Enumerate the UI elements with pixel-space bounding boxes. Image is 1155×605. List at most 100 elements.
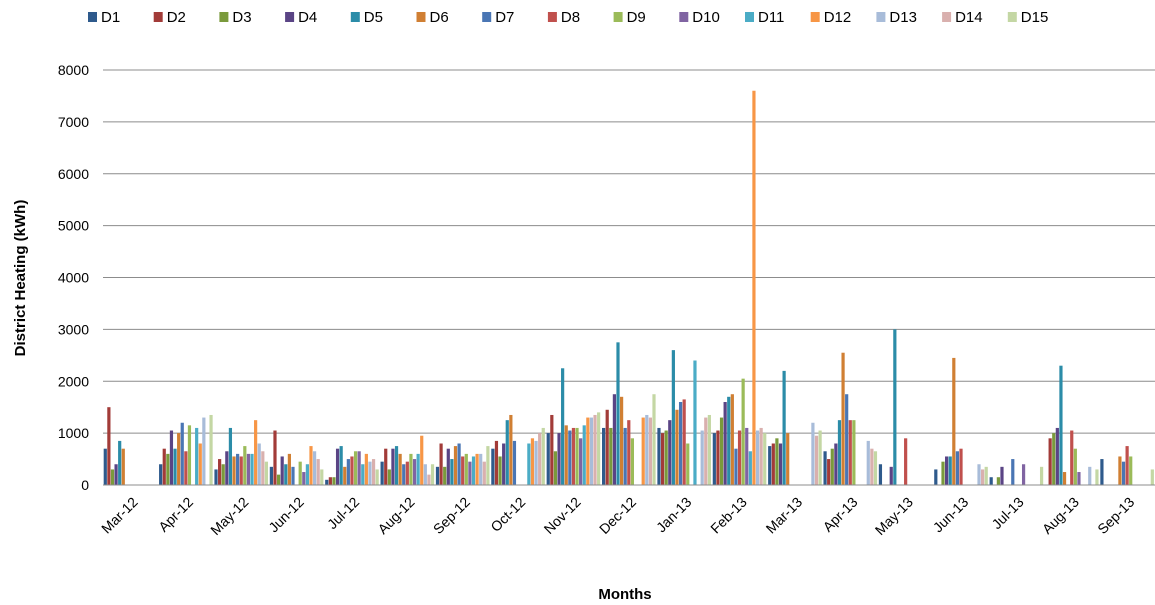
- legend-item-d10: D10: [679, 9, 720, 26]
- legend-item-d12: D12: [810, 9, 851, 26]
- legend-label-d15: D15: [1021, 9, 1049, 26]
- legend-item-d9: D9: [613, 9, 646, 26]
- bar-d10-jun-12: [302, 472, 306, 485]
- x-tick-label-aug-12: Aug-12: [374, 494, 417, 537]
- bar-d4-may-12: [225, 451, 229, 485]
- bar-d6-aug-12: [398, 453, 402, 486]
- bar-d6-dec-12: [620, 396, 624, 485]
- bar-d5-jul-12: [339, 446, 343, 485]
- bar-d3-nov-12: [553, 451, 558, 485]
- bar-d14-sep-12: [482, 461, 486, 485]
- legend-swatch-d3: [219, 12, 229, 22]
- bar-d15-jul-13: [1039, 466, 1044, 485]
- legend-label-d5: D5: [364, 9, 383, 26]
- bar-d14-may-12: [261, 451, 265, 485]
- bar-d9-jun-12: [298, 461, 302, 485]
- bar-d4-jun-12: [280, 456, 284, 485]
- legend-swatch-d6: [416, 12, 426, 22]
- bar-d4-dec-12: [612, 394, 616, 485]
- bar-d4-apr-13: [834, 443, 838, 485]
- bar-d3-sep-12: [443, 466, 447, 485]
- bar-d7-may-12: [236, 453, 240, 486]
- bar-d6-mar-12: [121, 448, 125, 485]
- bar-d15-oct-12: [541, 427, 545, 485]
- bar-d14-apr-13: [870, 448, 874, 485]
- bar-d13-aug-12: [423, 464, 427, 485]
- legend-label-d9: D9: [627, 9, 646, 26]
- bar-d15-jun-13: [984, 466, 988, 485]
- y-tick-label-7000: 7000: [58, 114, 89, 130]
- bar-d4-nov-12: [557, 433, 561, 486]
- bar-d8-jan-13: [682, 399, 686, 485]
- bar-d4-apr-12: [169, 430, 174, 485]
- legend-item-d8: D8: [547, 9, 580, 26]
- legend-item-d2: D2: [153, 9, 186, 26]
- bar-d1-mar-13: [768, 446, 772, 485]
- bar-d1-may-13: [878, 464, 883, 485]
- bar-d15-apr-13: [873, 451, 878, 485]
- x-tick-label-may-13: May-13: [872, 494, 916, 538]
- bar-d11-jan-13: [693, 360, 697, 485]
- y-tick-label-3000: 3000: [58, 321, 89, 337]
- bar-d3-jun-13: [941, 461, 945, 485]
- bar-d3-jul-13: [996, 477, 1000, 485]
- bar-d3-apr-12: [166, 453, 170, 486]
- bar-d15-mar-13: [818, 430, 822, 485]
- bar-d12-jul-12: [364, 453, 368, 486]
- legend-label-d6: D6: [430, 9, 449, 26]
- bar-d5-nov-12: [561, 368, 565, 485]
- bar-d7-jun-12: [291, 466, 295, 485]
- bar-d9-apr-12: [187, 425, 192, 485]
- bar-d5-sep-12: [450, 459, 454, 485]
- bar-d2-oct-12: [494, 440, 499, 485]
- bar-d9-jan-13: [686, 443, 690, 485]
- x-tick-label-aug-13: Aug-13: [1039, 494, 1082, 537]
- bar-d5-dec-12: [616, 342, 620, 485]
- legend-item-d13: D13: [876, 9, 917, 26]
- bar-d5-mar-13: [782, 370, 786, 486]
- bar-d13-jun-12: [312, 451, 317, 485]
- y-axis-ticks: 0 1000 2000 3000 4000 5000 6000 7000 8000: [58, 62, 89, 493]
- bar-d14-mar-13: [814, 435, 819, 485]
- bar-d1-sep-13: [1100, 459, 1104, 485]
- bar-d3-apr-13: [830, 448, 834, 485]
- legend-swatch-d1: [88, 12, 97, 22]
- bar-d11-jul-12: [361, 464, 365, 485]
- bar-d8-sep-12: [461, 456, 465, 485]
- bar-d1-dec-12: [602, 427, 606, 485]
- bar-d15-may-12: [264, 461, 269, 485]
- bar-d8-jun-13: [959, 448, 963, 485]
- bars: [103, 90, 1154, 486]
- legend-swatch-d2: [153, 12, 163, 22]
- bar-d15-nov-12: [597, 412, 601, 486]
- bar-d4-mar-13: [778, 443, 783, 485]
- bar-d15-sep-13: [1150, 469, 1154, 485]
- bar-d7-nov-12: [568, 430, 572, 485]
- bar-d5-aug-13: [1059, 365, 1063, 485]
- bar-d1-oct-12: [491, 448, 495, 485]
- bar-d9-jul-12: [353, 451, 358, 485]
- bar-d12-aug-12: [420, 435, 424, 485]
- bar-d6-mar-13: [786, 433, 790, 486]
- bar-d7-apr-12: [180, 422, 184, 485]
- bar-d11-feb-13: [748, 451, 752, 485]
- legend-label-d10: D10: [692, 9, 720, 26]
- bar-d12-oct-12: [530, 438, 535, 485]
- bar-d14-aug-12: [427, 474, 431, 486]
- bar-d8-aug-13: [1070, 430, 1074, 485]
- legend-label-d8: D8: [561, 9, 580, 26]
- bar-d2-jul-12: [328, 477, 332, 485]
- bar-d3-aug-13: [1052, 433, 1056, 486]
- bar-d15-sep-12: [486, 446, 490, 485]
- bar-d15-jul-12: [375, 469, 379, 485]
- legend-swatch-d14: [942, 12, 952, 22]
- bar-d11-jun-12: [305, 464, 309, 485]
- legend-label-d7: D7: [495, 9, 514, 26]
- bar-d13-jul-12: [368, 461, 372, 485]
- bar-d8-may-12: [239, 456, 243, 485]
- bar-d3-may-12: [221, 464, 225, 485]
- bar-d15-jan-13: [707, 414, 711, 485]
- bar-d13-apr-12: [202, 417, 206, 485]
- bar-d6-apr-13: [841, 352, 845, 485]
- bar-d10-nov-12: [579, 438, 583, 485]
